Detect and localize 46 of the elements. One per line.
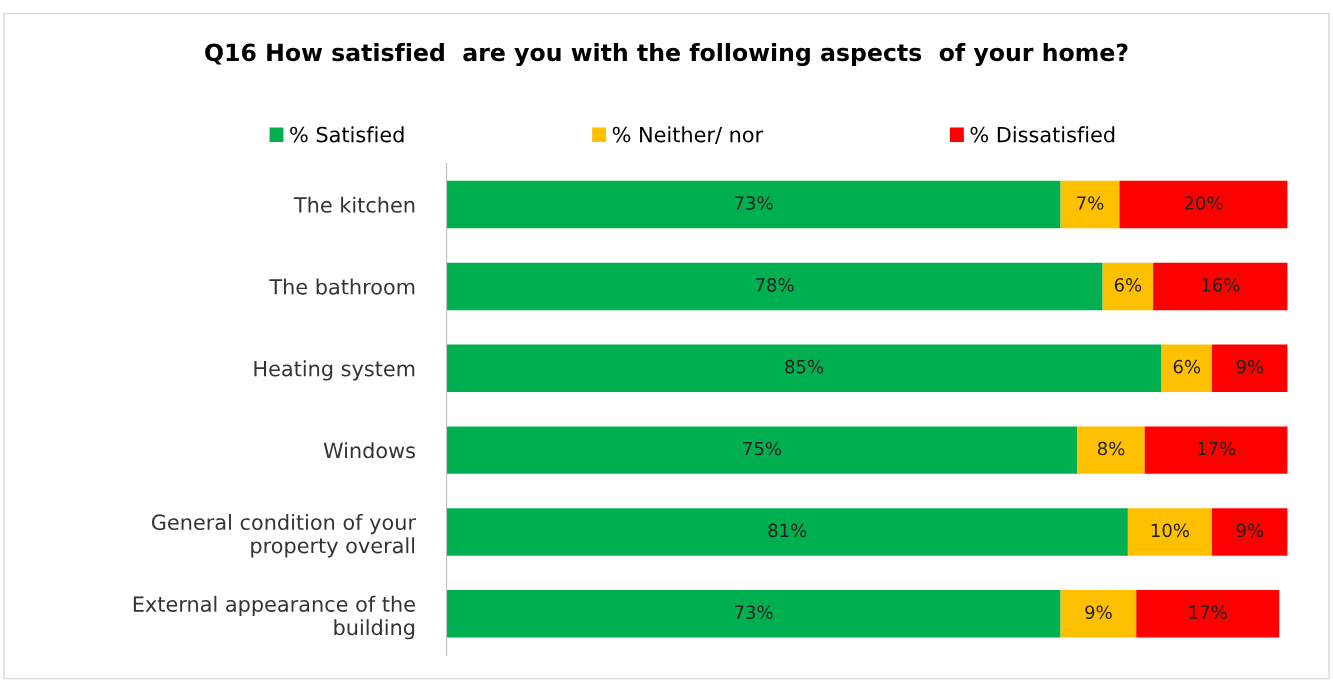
data-label: 6%	[1114, 278, 1142, 292]
data-label: 20%	[1184, 196, 1223, 210]
y-tick-label: External appearance of the building	[133, 595, 415, 640]
data-label: 73%	[734, 605, 773, 620]
bar	[1119, 180, 1288, 229]
data-label: 8%	[1097, 441, 1125, 456]
data-label: 10%	[1151, 523, 1189, 538]
data-label: 9%	[1236, 359, 1264, 374]
legend-label: % Dissatisfied	[970, 126, 1115, 143]
data-label: 17%	[1189, 605, 1227, 620]
bar	[446, 344, 1162, 393]
y-tick-label: Windows	[323, 442, 415, 459]
data-label: 81%	[768, 523, 807, 538]
bar	[446, 426, 1078, 474]
bar	[1060, 590, 1137, 638]
bar	[1127, 508, 1212, 556]
data-label: 16%	[1202, 278, 1240, 292]
data-label: 6%	[1173, 359, 1201, 374]
y-tick-label: General condition of your property overall	[151, 513, 416, 558]
bar	[1077, 426, 1145, 474]
legend-label: % Satisfied	[290, 126, 404, 143]
legend-label: % Neither/ nor	[612, 126, 764, 145]
bar	[446, 262, 1103, 311]
bar	[446, 180, 1061, 229]
y-tick-label: The bathroom	[269, 278, 415, 295]
bar	[1136, 590, 1280, 638]
data-label: 9%	[1236, 523, 1264, 538]
y-tick-label: Heating system	[254, 360, 415, 381]
data-label: 78%	[756, 278, 794, 292]
data-label: 9%	[1085, 605, 1112, 620]
bar	[446, 590, 1061, 638]
data-label: 73%	[734, 196, 773, 210]
data-label: 17%	[1198, 441, 1236, 456]
bar	[1211, 508, 1288, 556]
bar	[1161, 344, 1212, 393]
bar	[446, 508, 1128, 556]
data-label: 75%	[743, 441, 782, 456]
chart-title: Q16 How satisfied are you with the following aspects of your home?	[205, 43, 1128, 67]
data-label: 85%	[785, 359, 824, 374]
bar	[1144, 426, 1288, 474]
bar	[1153, 262, 1288, 311]
bar	[1060, 180, 1120, 229]
bar	[1102, 262, 1154, 311]
data-label: 7%	[1077, 196, 1104, 210]
y-tick-label: The kitchen	[293, 196, 415, 213]
bar	[1211, 344, 1288, 393]
